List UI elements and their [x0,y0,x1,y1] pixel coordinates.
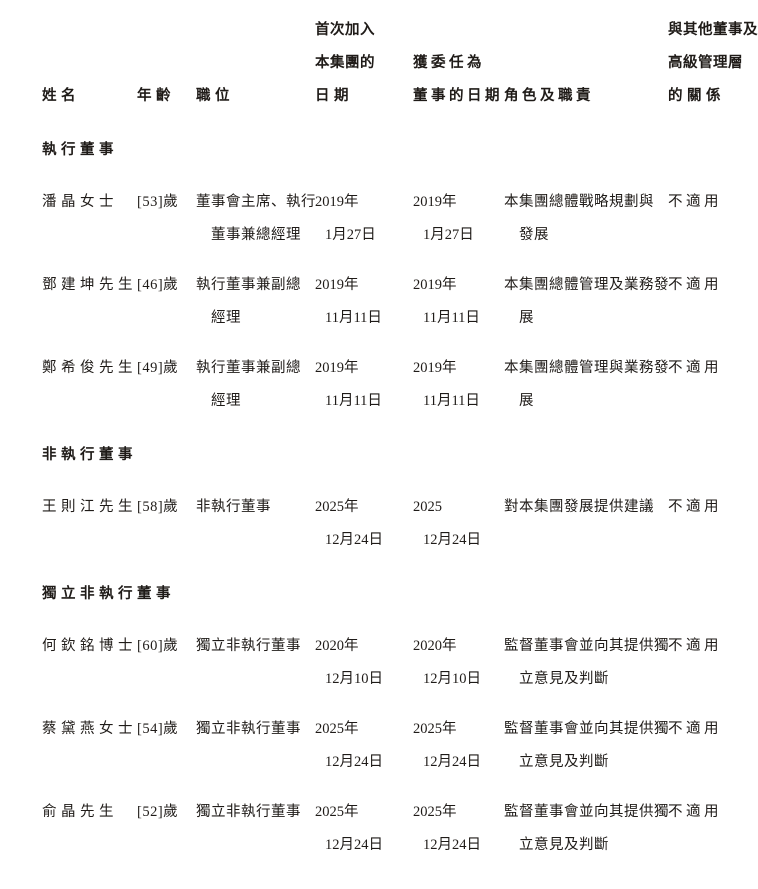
director-position: 獨立非執行董事 [196,721,301,737]
appointment-date: 2025年 12月24日 [413,721,481,770]
table-row: 鄧建坤先生 [46]歲 執行董事兼副總 經理 2019年 11月11日 2019… [42,269,758,335]
table-row: 蔡黛燕女士 [54]歲 獨立非執行董事 2025年 12月24日 2025年 1… [42,713,758,779]
appointment-date: 2019年 11月11日 [413,360,480,409]
table-row: 何欽銘博士 [60]歲 獨立非執行董事 2020年 12月10日 2020年 1… [42,630,758,696]
director-name: 鄧建坤先生 [42,277,137,293]
relationship: 不適用 [668,638,722,654]
section-title-independent-non-executive-directors: 獨立非執行董事 [42,586,175,602]
role-responsibilities: 對本集團發展提供建議 [504,499,654,515]
relationship: 不適用 [668,721,722,737]
director-name: 王則江先生 [42,499,137,515]
join-date: 2019年 11月11日 [315,360,382,409]
appointment-date: 2025年 12月24日 [413,804,481,853]
role-responsibilities: 本集團總體管理及業務發 展 [504,277,669,326]
relationship: 不適用 [668,499,722,515]
appointment-date: 2019年 1月27日 [413,194,474,243]
role-responsibilities: 監督董事會並向其提供獨 立意見及判斷 [504,804,669,853]
join-date: 2025年 12月24日 [315,499,383,548]
join-date: 2019年 11月11日 [315,277,382,326]
role-responsibilities: 本集團總體管理與業務發 展 [504,360,669,409]
table-row: 鄭希俊先生 [49]歲 執行董事兼副總 經理 2019年 11月11日 2019… [42,352,758,418]
appointment-date: 2019年 11月11日 [413,277,480,326]
director-name: 蔡黛燕女士 [42,721,137,737]
table-row: 俞晶先生 [52]歲 獨立非執行董事 2025年 12月24日 2025年 12… [42,796,758,862]
relationship: 不適用 [668,194,722,210]
join-date: 2025年 12月24日 [315,721,383,770]
director-name: 俞晶先生 [42,804,118,820]
director-name: 鄭希俊先生 [42,360,137,376]
table-header-row: 姓名 年齡 職位 首次加入 本集團的 日期 獲委任為 董事的日期 角色及職責 與… [42,14,758,113]
section-title-executive-directors: 執行董事 [42,142,118,158]
director-age: [49]歲 [137,360,179,376]
header-role: 角色及職責 [504,88,594,104]
director-name: 潘晶女士 [42,194,118,210]
relationship: 不適用 [668,277,722,293]
header-position: 職位 [196,88,234,104]
relationship: 不適用 [668,360,722,376]
header-name: 姓名 [42,88,80,104]
director-age: [52]歲 [137,804,179,820]
role-responsibilities: 監督董事會並向其提供獨 立意見及判斷 [504,638,669,687]
header-join-date: 首次加入 本集團的 日期 [315,22,375,104]
director-age: [53]歲 [137,194,179,210]
header-age: 年齡 [137,88,175,104]
table-row: 王則江先生 [58]歲 非執行董事 2025年 12月24日 2025 12月2… [42,491,758,557]
director-position: 董事會主席、執行 董事兼總經理 [196,194,316,243]
join-date: 2019年 1月27日 [315,194,376,243]
header-relationship: 與其他董事及 高級管理層 的關係 [668,22,758,104]
director-age: [58]歲 [137,499,179,515]
director-position: 獨立非執行董事 [196,638,301,654]
role-responsibilities: 本集團總體戰略規劃與 發展 [504,194,654,243]
director-position: 執行董事兼副總 經理 [196,277,301,326]
director-position: 執行董事兼副總 經理 [196,360,301,409]
director-name: 何欽銘博士 [42,638,137,654]
director-age: [46]歲 [137,277,179,293]
director-position: 非執行董事 [196,499,271,515]
relationship: 不適用 [668,804,722,820]
header-appointment-date: 獲委任為 董事的日期 [413,55,503,104]
join-date: 2025年 12月24日 [315,804,383,853]
director-position: 獨立非執行董事 [196,804,301,820]
director-age: [54]歲 [137,721,179,737]
role-responsibilities: 監督董事會並向其提供獨 立意見及判斷 [504,721,669,770]
section-title-non-executive-directors: 非執行董事 [42,447,137,463]
table-row: 潘晶女士 [53]歲 董事會主席、執行 董事兼總經理 2019年 1月27日 2… [42,186,758,252]
join-date: 2020年 12月10日 [315,638,383,687]
appointment-date: 2020年 12月10日 [413,638,481,687]
director-age: [60]歲 [137,638,179,654]
appointment-date: 2025 12月24日 [413,499,481,548]
